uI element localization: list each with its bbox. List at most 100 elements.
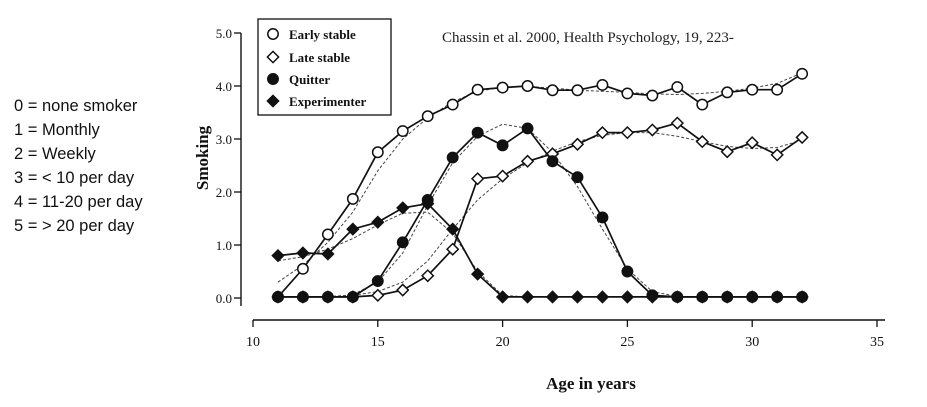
data-point-early-stable-12 bbox=[296, 262, 309, 275]
data-point-early-stable-16 bbox=[396, 125, 409, 138]
y-tick-label-3: 3.0 bbox=[216, 132, 232, 147]
data-point-early-stable-27 bbox=[671, 81, 684, 94]
data-point-late-stable-32 bbox=[795, 130, 809, 145]
x-tick-label-35: 35 bbox=[870, 335, 884, 350]
data-point-late-stable-16 bbox=[396, 283, 410, 297]
data-point-late-stable-19 bbox=[470, 172, 485, 186]
data-point-late-stable-17 bbox=[421, 269, 435, 283]
fitted-curve-late-stable bbox=[278, 132, 803, 298]
data-point-early-stable-23 bbox=[571, 84, 584, 97]
data-point-experimenter-16 bbox=[396, 201, 410, 215]
legend-marker-late-stable bbox=[266, 50, 280, 64]
data-point-experimenter-18 bbox=[446, 222, 460, 236]
data-point-experimenter-19 bbox=[470, 267, 485, 281]
legend-label-early-stable: Early stable bbox=[289, 27, 356, 42]
fitted-curve-experimenter bbox=[277, 211, 803, 298]
legend-marker-quitter bbox=[267, 73, 279, 85]
data-point-experimenter-14 bbox=[346, 222, 360, 236]
data-point-experimenter-30 bbox=[745, 290, 759, 304]
y-tick-label-2: 2.0 bbox=[216, 185, 232, 200]
series-line-late-stable bbox=[278, 122, 803, 298]
data-point-quitter-19 bbox=[471, 126, 484, 139]
scale-key-item-5: 5 = > 20 per day bbox=[14, 217, 135, 235]
data-point-experimenter-13 bbox=[321, 247, 335, 261]
data-point-early-stable-20 bbox=[496, 81, 509, 94]
chart-axes: 10 15 20 25 30 35 0.0 1.0 2.0 3.0 4.0 5.0 bbox=[216, 26, 885, 350]
series-line-experimenter bbox=[277, 202, 803, 298]
data-point-early-stable-24 bbox=[596, 78, 609, 91]
scale-key-item-0: 0 = none smoker bbox=[14, 97, 138, 115]
legend-label-experimenter: Experimenter bbox=[289, 94, 366, 109]
data-point-early-stable-32 bbox=[796, 67, 809, 80]
x-tick-label-25: 25 bbox=[620, 335, 634, 350]
x-tick-label-20: 20 bbox=[496, 335, 510, 350]
scale-key-item-2: 2 = Weekly bbox=[14, 145, 96, 163]
x-axis-title: Age in years bbox=[546, 374, 636, 393]
data-point-experimenter-25 bbox=[620, 290, 635, 304]
data-point-early-stable-31 bbox=[771, 83, 784, 96]
data-point-experimenter-23 bbox=[570, 290, 585, 304]
data-point-early-stable-29 bbox=[721, 86, 734, 99]
data-point-quitter-21 bbox=[521, 122, 534, 135]
data-point-experimenter-22 bbox=[545, 290, 560, 304]
data-point-quitter-13 bbox=[321, 290, 334, 303]
x-tick-label-30: 30 bbox=[745, 335, 759, 350]
y-tick-label-0: 0.0 bbox=[216, 291, 232, 306]
data-point-early-stable-25 bbox=[621, 87, 634, 100]
y-tick-label-5: 5.0 bbox=[216, 26, 232, 41]
data-point-experimenter-28 bbox=[695, 290, 709, 304]
data-point-experimenter-20 bbox=[495, 290, 510, 304]
data-point-late-stable-28 bbox=[695, 134, 709, 149]
data-point-quitter-24 bbox=[596, 211, 609, 224]
data-point-late-stable-25 bbox=[620, 125, 635, 140]
data-point-late-stable-20 bbox=[495, 169, 510, 183]
y-axis-title: Smoking bbox=[193, 125, 212, 190]
legend: Early stable Late stable Quitter Experim… bbox=[257, 18, 392, 116]
data-point-early-stable-28 bbox=[696, 98, 709, 111]
citation-text: Chassin et al. 2000, Health Psychology, … bbox=[442, 30, 734, 46]
data-point-late-stable-26 bbox=[645, 123, 660, 137]
scale-key-item-3: 3 = < 10 per day bbox=[14, 169, 135, 187]
data-point-late-stable-24 bbox=[595, 125, 610, 140]
data-point-experimenter-32 bbox=[795, 290, 809, 304]
data-point-late-stable-21 bbox=[520, 154, 535, 168]
data-point-experimenter-31 bbox=[770, 290, 784, 304]
data-point-late-stable-27 bbox=[670, 116, 684, 130]
data-point-late-stable-23 bbox=[570, 137, 585, 151]
scale-key-item-1: 1 = Monthly bbox=[14, 121, 100, 139]
fitted-curves bbox=[277, 72, 803, 298]
series-line-early-stable bbox=[277, 73, 803, 298]
data-point-experimenter-12 bbox=[296, 246, 310, 260]
data-point-early-stable-22 bbox=[546, 84, 559, 97]
data-point-early-stable-26 bbox=[646, 89, 659, 102]
data-point-early-stable-18 bbox=[446, 98, 459, 111]
data-point-late-stable-15 bbox=[371, 288, 385, 303]
data-point-quitter-20 bbox=[496, 139, 509, 152]
data-point-quitter-15 bbox=[371, 275, 384, 287]
data-point-experimenter-26 bbox=[645, 290, 660, 304]
series-markers bbox=[271, 67, 809, 304]
legend-label-late-stable: Late stable bbox=[289, 50, 350, 65]
data-point-late-stable-30 bbox=[745, 136, 759, 150]
data-point-quitter-14 bbox=[346, 290, 359, 303]
data-point-quitter-12 bbox=[296, 290, 309, 303]
data-point-experimenter-24 bbox=[595, 290, 610, 304]
data-point-quitter-18 bbox=[446, 151, 459, 164]
data-point-early-stable-17 bbox=[421, 110, 434, 123]
data-point-experimenter-27 bbox=[670, 290, 684, 304]
data-point-experimenter-21 bbox=[520, 290, 535, 304]
data-point-experimenter-29 bbox=[720, 290, 734, 304]
data-point-early-stable-15 bbox=[371, 146, 384, 159]
x-tick-label-10: 10 bbox=[246, 335, 260, 350]
data-point-quitter-11 bbox=[272, 290, 284, 303]
fitted-curve-early-stable bbox=[277, 72, 803, 283]
data-point-early-stable-30 bbox=[746, 83, 759, 96]
series-lines bbox=[277, 73, 803, 298]
data-point-quitter-22 bbox=[546, 155, 559, 168]
y-tick-label-4: 4.0 bbox=[216, 79, 232, 94]
data-point-early-stable-13 bbox=[321, 228, 334, 241]
legend-marker-experimenter bbox=[266, 94, 280, 108]
data-point-experimenter-15 bbox=[371, 215, 385, 229]
data-point-quitter-25 bbox=[621, 265, 634, 278]
